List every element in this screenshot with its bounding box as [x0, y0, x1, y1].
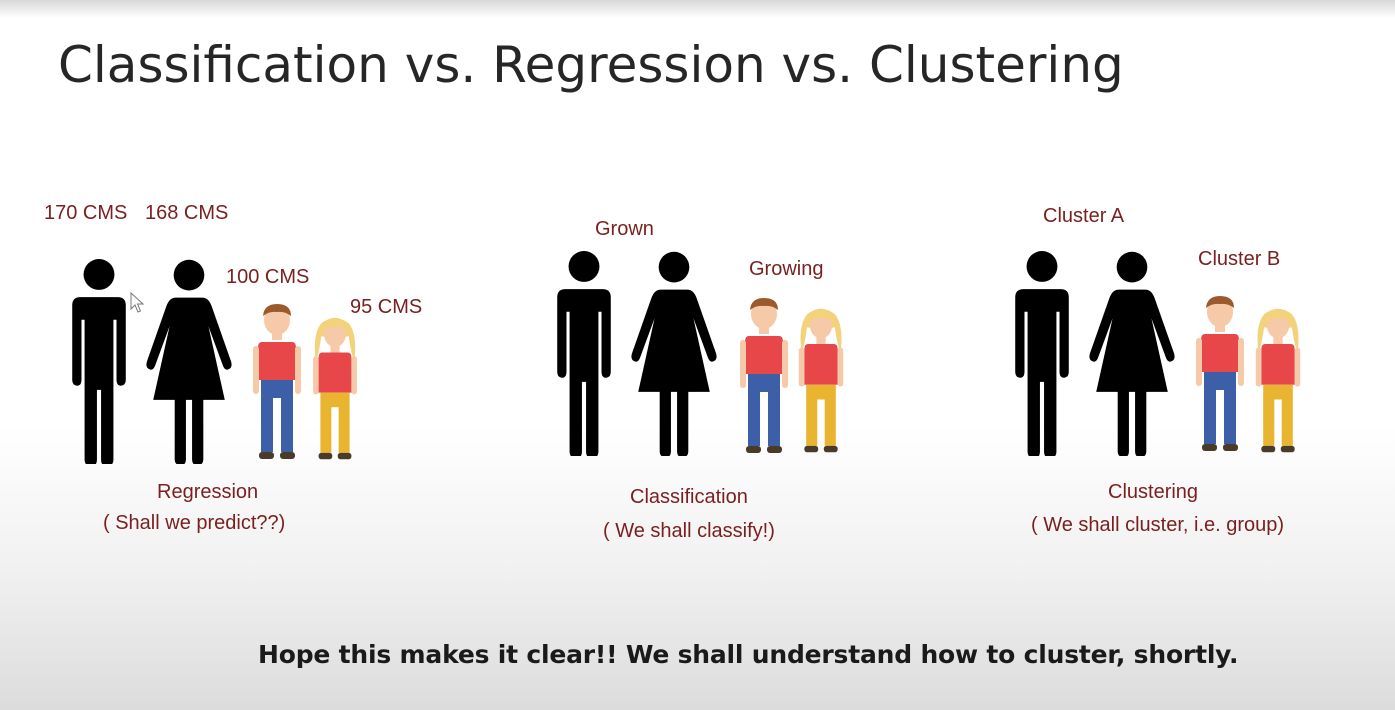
- label-man-height: 170 CMS: [44, 202, 128, 224]
- slide-caption: Hope this makes it clear!! We shall unde…: [258, 640, 1239, 669]
- boy-figure-icon: [251, 302, 303, 462]
- man-silhouette-icon: [1009, 250, 1075, 456]
- top-edge-shade: [0, 0, 1395, 18]
- girl-figure-icon: [1253, 306, 1303, 456]
- label-woman-height: 168 CMS: [145, 202, 229, 224]
- boy-figure-icon: [738, 296, 790, 456]
- clustering-title: Clustering: [1108, 481, 1199, 503]
- clustering-subtitle: ( We shall cluster, i.e. group): [1031, 514, 1285, 536]
- classification-title: Classification: [630, 486, 748, 508]
- woman-silhouette-icon: [1086, 250, 1178, 456]
- label-growing: Growing: [749, 258, 824, 280]
- man-silhouette-icon: [551, 250, 617, 456]
- label-cluster-b: Cluster B: [1198, 248, 1281, 270]
- classification-subtitle: ( We shall classify!): [603, 520, 775, 542]
- boy-figure-icon: [1194, 294, 1246, 454]
- slide-title: Classification vs. Regression vs. Cluste…: [58, 36, 1124, 94]
- man-silhouette-icon: [66, 258, 132, 464]
- girl-figure-icon: [310, 316, 360, 462]
- woman-silhouette-icon: [143, 258, 235, 464]
- label-boy-height: 100 CMS: [226, 266, 310, 288]
- mouse-pointer-icon: [130, 292, 145, 313]
- label-cluster-a: Cluster A: [1043, 205, 1125, 227]
- girl-figure-icon: [796, 306, 846, 456]
- woman-silhouette-icon: [628, 250, 720, 456]
- label-grown: Grown: [595, 218, 654, 240]
- regression-subtitle: ( Shall we predict??): [103, 512, 286, 534]
- label-girl-height: 95 CMS: [350, 296, 423, 318]
- regression-title: Regression: [157, 481, 259, 503]
